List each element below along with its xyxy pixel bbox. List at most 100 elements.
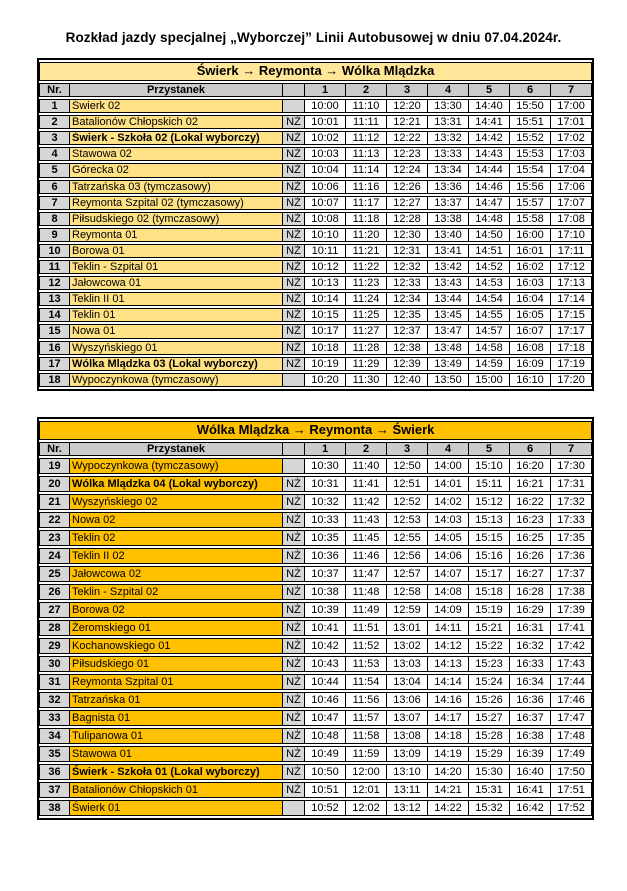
table-row: 16 Wyszyńskiego 01 NŻ 10:18 11:28 12:38 13:48 1… xyxy=(39,340,593,355)
stop-name: Borowa 01 xyxy=(70,243,283,259)
time-cell: 13:30 xyxy=(428,99,469,114)
time-cell: 16:33 xyxy=(510,655,551,672)
time-cell: 16:27 xyxy=(510,565,551,582)
time-cell: 11:21 xyxy=(346,243,387,259)
col-header-run: 1 xyxy=(305,441,346,456)
col-header-run: 6 xyxy=(510,83,551,98)
flag-cell xyxy=(283,457,305,474)
time-cell: 14:09 xyxy=(428,601,469,618)
time-cell: 15:29 xyxy=(469,745,510,762)
stop-name: Bagnista 01 xyxy=(70,709,283,726)
time-cell: 17:31 xyxy=(551,475,593,492)
table-row: 22 Nowa 02 NŻ 10:33 11:43 12:53 14:03 15:13 16:2… xyxy=(39,511,593,528)
time-cell: 13:03 xyxy=(387,655,428,672)
time-cell: 16:36 xyxy=(510,691,551,708)
time-cell: 17:20 xyxy=(551,372,593,387)
table-row: 36 Świerk - Szkoła 01 (Lokal wyborczy) NŻ 1… xyxy=(39,763,593,780)
row-number: 5 xyxy=(39,163,70,178)
flag-cell: NŻ xyxy=(283,565,305,582)
col-header-run: 7 xyxy=(551,441,593,456)
time-cell: 16:23 xyxy=(510,511,551,528)
stop-name: Tatrzańska 01 xyxy=(70,691,283,708)
time-cell: 11:58 xyxy=(346,727,387,744)
time-cell: 17:42 xyxy=(551,637,593,654)
time-cell: 14:01 xyxy=(428,475,469,492)
time-cell: 11:14 xyxy=(346,163,387,178)
time-cell: 10:20 xyxy=(305,372,346,387)
table-row: 33 Bagnista 01 NŻ 10:47 11:57 13:07 14:17 15:27… xyxy=(39,709,593,726)
table-row: 38 Świerk 01 10:52 12:02 13:12 14:22 15:32 16:4… xyxy=(39,799,593,816)
time-cell: 13:06 xyxy=(387,691,428,708)
stop-name: Reymonta Szpital 02 (tymczasowy) xyxy=(70,195,283,210)
stop-name: Stawowa 02 xyxy=(70,147,283,162)
time-cell: 15:12 xyxy=(469,493,510,510)
time-cell: 14:55 xyxy=(469,308,510,323)
time-cell: 12:57 xyxy=(387,565,428,582)
time-cell: 10:30 xyxy=(305,457,346,474)
row-number: 29 xyxy=(39,637,70,654)
time-cell: 10:39 xyxy=(305,601,346,618)
row-number: 24 xyxy=(39,547,70,564)
time-cell: 15:50 xyxy=(510,99,551,114)
col-header-run: 5 xyxy=(469,441,510,456)
time-cell: 17:12 xyxy=(551,260,593,275)
row-number: 20 xyxy=(39,475,70,492)
time-cell: 14:53 xyxy=(469,276,510,291)
time-cell: 12:21 xyxy=(387,115,428,130)
time-cell: 16:38 xyxy=(510,727,551,744)
stop-name: Batalionów Chłopskich 01 xyxy=(70,781,283,798)
time-cell: 13:45 xyxy=(428,308,469,323)
col-header-run: 4 xyxy=(428,83,469,98)
time-cell: 17:14 xyxy=(551,292,593,307)
time-cell: 14:50 xyxy=(469,227,510,242)
table-row: 1 Świerk 02 10:00 11:10 12:20 13:30 14:40 15:50… xyxy=(39,99,593,114)
col-header-flag xyxy=(283,441,305,456)
row-number: 4 xyxy=(39,147,70,162)
flag-cell: NŻ xyxy=(283,356,305,371)
time-cell: 17:46 xyxy=(551,691,593,708)
time-cell: 17:10 xyxy=(551,227,593,242)
col-header-run: 1 xyxy=(305,83,346,98)
flag-cell: NŻ xyxy=(283,655,305,672)
time-cell: 14:46 xyxy=(469,179,510,194)
row-number: 13 xyxy=(39,292,70,307)
flag-cell: NŻ xyxy=(283,529,305,546)
time-cell: 10:04 xyxy=(305,163,346,178)
time-cell: 14:51 xyxy=(469,243,510,259)
time-cell: 12:40 xyxy=(387,372,428,387)
time-cell: 15:15 xyxy=(469,529,510,546)
time-cell: 10:42 xyxy=(305,637,346,654)
time-cell: 17:50 xyxy=(551,763,593,780)
time-cell: 10:32 xyxy=(305,493,346,510)
time-cell: 13:38 xyxy=(428,211,469,226)
time-cell: 10:33 xyxy=(305,511,346,528)
time-cell: 12:38 xyxy=(387,340,428,355)
page-title: Rozkład jazdy specjalnej „Wyborczej” Lin… xyxy=(65,30,562,45)
rows-container: 19 Wypoczynkowa (tymczasowy) 10:30 11:40 12:… xyxy=(39,457,593,816)
table-row: 14 Teklin 01 NŻ 10:15 11:25 12:35 13:45 14:55 16… xyxy=(39,308,593,323)
time-cell: 11:28 xyxy=(346,340,387,355)
time-cell: 16:22 xyxy=(510,493,551,510)
time-cell: 11:43 xyxy=(346,511,387,528)
time-cell: 14:08 xyxy=(428,583,469,600)
table-row: 37 Batalionów Chłopskich 01 NŻ 10:51 12:01 13… xyxy=(39,781,593,798)
time-cell: 15:31 xyxy=(469,781,510,798)
time-cell: 13:10 xyxy=(387,763,428,780)
time-cell: 13:11 xyxy=(387,781,428,798)
time-cell: 11:46 xyxy=(346,547,387,564)
stop-name: Batalionów Chłopskich 02 xyxy=(70,115,283,130)
flag-cell: NŻ xyxy=(283,673,305,690)
time-cell: 14:44 xyxy=(469,163,510,178)
time-cell: 11:57 xyxy=(346,709,387,726)
time-cell: 11:45 xyxy=(346,529,387,546)
row-number: 31 xyxy=(39,673,70,690)
table-row: 28 Żeromskiego 01 NŻ 10:41 11:51 13:01 14:11 15… xyxy=(39,619,593,636)
table-row: 23 Teklin 02 NŻ 10:35 11:45 12:55 14:05 15:15 16… xyxy=(39,529,593,546)
time-cell: 15:00 xyxy=(469,372,510,387)
time-cell: 14:59 xyxy=(469,356,510,371)
time-cell: 15:51 xyxy=(510,115,551,130)
flag-cell: NŻ xyxy=(283,727,305,744)
flag-cell: NŻ xyxy=(283,115,305,130)
time-cell: 10:17 xyxy=(305,324,346,339)
table-row: 12 Jałowcowa 01 NŻ 10:13 11:23 12:33 13:43 14:5… xyxy=(39,276,593,291)
